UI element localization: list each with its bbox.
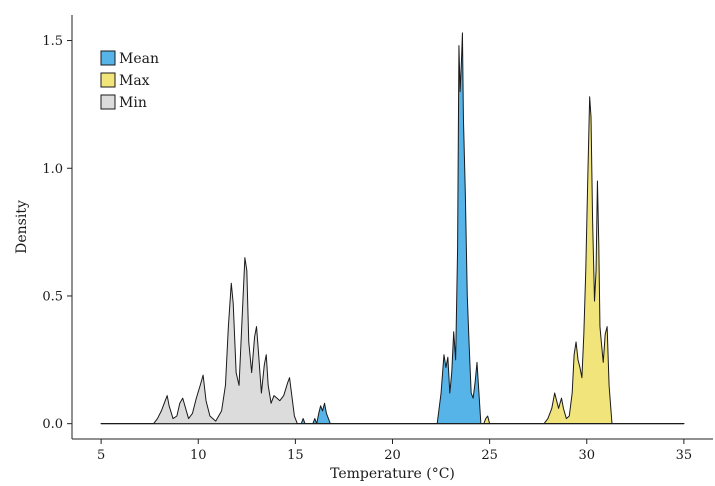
legend-swatch-min bbox=[100, 94, 116, 110]
x-tick-label: 35 bbox=[676, 448, 693, 463]
density-area-mean bbox=[100, 32, 685, 425]
x-tick-label: 5 bbox=[97, 448, 105, 463]
axes bbox=[71, 15, 713, 440]
y-tick-label: 0.5 bbox=[42, 289, 63, 304]
x-tick-label: 30 bbox=[578, 448, 595, 463]
legend-swatch-mean bbox=[100, 50, 116, 66]
y-tick-label: 1.5 bbox=[42, 34, 63, 49]
legend-label-min: Min bbox=[119, 95, 147, 111]
x-axis-title: Temperature (°C) bbox=[330, 466, 455, 482]
ticks: 5 10 15 20 25 30 35 0.0 0.5 1.0 1.5 bbox=[42, 34, 692, 463]
legend: Mean Max Min bbox=[100, 50, 159, 111]
x-tick-label: 10 bbox=[190, 448, 207, 463]
y-tick-label: 1.0 bbox=[42, 162, 63, 177]
density-area-min bbox=[100, 257, 685, 425]
legend-label-max: Max bbox=[119, 73, 150, 89]
legend-swatch-max bbox=[100, 72, 116, 88]
x-tick-label: 15 bbox=[287, 448, 304, 463]
y-tick-label: 0.0 bbox=[42, 417, 63, 432]
density-area-max bbox=[100, 96, 685, 425]
y-axis-title: Density bbox=[14, 200, 30, 254]
x-tick-label: 25 bbox=[481, 448, 498, 463]
plot-area bbox=[100, 32, 685, 425]
x-tick-label: 20 bbox=[384, 448, 401, 463]
legend-label-mean: Mean bbox=[119, 51, 159, 67]
